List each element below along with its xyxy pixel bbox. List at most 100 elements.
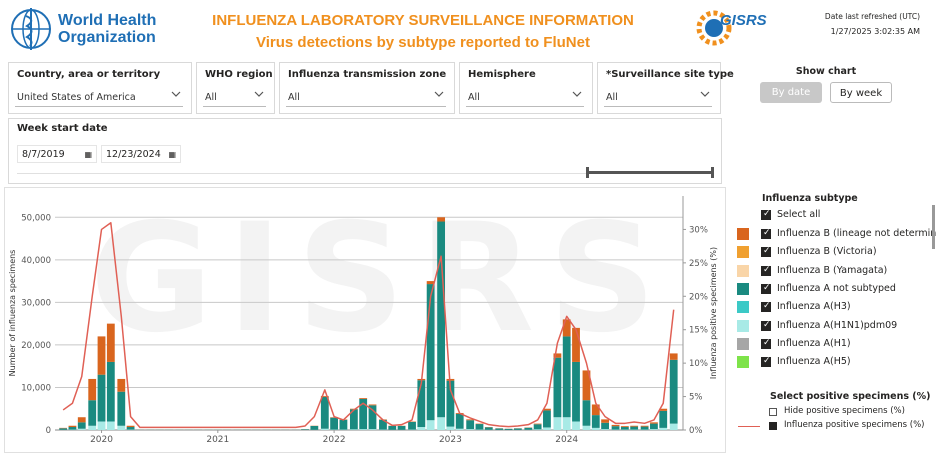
y2-tick-label: 5% <box>689 393 703 403</box>
checkbox[interactable] <box>769 422 777 430</box>
page-title: INFLUENZA LABORATORY SURVEILLANCE INFORM… <box>212 12 634 29</box>
checkbox[interactable] <box>761 320 771 331</box>
gisrs-gear <box>696 10 732 46</box>
bar-segment <box>562 319 571 337</box>
bar-segment <box>504 428 513 430</box>
x-tick-label: 2023 <box>439 435 462 445</box>
date-panel: Week start date 8/7/2019 ▦ 12/23/2024 ▦ <box>8 118 722 184</box>
legend-swatch <box>737 337 749 350</box>
gisrs-logo: GISRS <box>720 12 767 29</box>
check-mark: ✓ <box>763 337 771 348</box>
slider-handle[interactable] <box>586 167 589 178</box>
bar-segment <box>650 423 658 430</box>
y-tick-label: 0 <box>46 426 51 436</box>
filter[interactable]: WHO region All <box>196 62 275 114</box>
checkbox[interactable] <box>769 408 777 416</box>
bar-segment <box>533 424 542 430</box>
y-tick-label: 10,000 <box>21 383 51 393</box>
start-date[interactable]: 8/7/2019 ▦ <box>17 145 97 163</box>
bar-segment <box>359 429 368 430</box>
by-date-button[interactable]: By date <box>760 82 822 103</box>
bar-segment <box>417 427 426 430</box>
checkbox[interactable] <box>761 229 771 239</box>
bar-segment <box>97 336 106 375</box>
checkbox[interactable] <box>761 302 771 313</box>
bar-segment <box>572 361 580 422</box>
bar-segment <box>320 396 329 429</box>
bar-segment <box>659 410 668 428</box>
checkbox[interactable] <box>761 357 771 368</box>
bar-segment <box>572 327 580 362</box>
page-subtitle: Virus detections by subtype reported to … <box>256 34 590 51</box>
bar-segment <box>97 421 106 430</box>
refresh-label: Date last refreshed (UTC) <box>824 12 920 21</box>
check-mark: ✓ <box>763 282 771 293</box>
by-week-button[interactable]: By week <box>830 82 892 103</box>
checkbox[interactable] <box>761 338 771 349</box>
filter[interactable]: Influenza transmission zone All <box>279 62 455 114</box>
x-tick-label: 2020 <box>90 435 113 445</box>
checkbox[interactable] <box>761 247 771 258</box>
y-tick-label: 20,000 <box>21 341 51 351</box>
bar-segment <box>330 417 339 430</box>
bar-segment <box>437 417 446 430</box>
underline <box>286 106 446 107</box>
legend-entry: Influenza A(H3) <box>777 301 851 313</box>
filter[interactable]: *Surveillance site type All <box>597 62 734 114</box>
bar-segment <box>359 398 368 430</box>
bar-segment <box>466 429 475 430</box>
bar-segment <box>611 424 620 427</box>
y2-tick-label: 10% <box>689 359 708 369</box>
bar-segment <box>562 417 571 430</box>
bar-segment <box>339 419 348 430</box>
positive-title: Select positive specimens (%) <box>770 391 931 402</box>
bar-segment <box>640 425 649 427</box>
filter-label: *Surveillance site type <box>606 69 734 80</box>
bar-segment <box>466 420 475 430</box>
checkbox[interactable] <box>761 265 771 276</box>
bar-segment <box>349 409 358 430</box>
legend-entry: Influenza B (Victoria) <box>777 246 877 258</box>
bar-segment <box>533 423 542 425</box>
x-tick-label: 2022 <box>323 435 346 445</box>
bar-segment <box>582 400 591 426</box>
filter[interactable]: Country, area or territory United States… <box>8 62 192 114</box>
chevron <box>171 91 181 97</box>
slider-handle[interactable] <box>711 167 714 178</box>
check-mark: ✓ <box>763 264 771 275</box>
bar-segment <box>475 424 484 430</box>
bar-segment <box>310 425 319 430</box>
filter-label: Country, area or territory <box>17 69 161 80</box>
filter-label: Hemisphere <box>468 69 536 80</box>
underline <box>604 106 712 107</box>
bar-segment <box>650 422 658 424</box>
bar-segment <box>513 428 522 430</box>
bar-segment <box>301 429 309 430</box>
checkbox[interactable] <box>761 283 771 294</box>
bar-segment <box>495 428 504 430</box>
bar-segment <box>553 353 562 358</box>
slider-range[interactable] <box>587 171 713 174</box>
legend-swatch <box>737 356 749 369</box>
checkbox[interactable] <box>761 210 771 220</box>
legend-swatch <box>737 319 749 332</box>
end-date[interactable]: 12/23/2024 ▦ <box>101 145 181 163</box>
check-mark: ✓ <box>763 209 771 219</box>
bar-segment <box>117 425 126 430</box>
bar-segment <box>466 419 475 421</box>
y2-axis-title: Influenza positive specimens (%) <box>709 247 718 379</box>
org-line: Organization <box>58 29 156 46</box>
filter[interactable]: Hemisphere All <box>459 62 593 114</box>
watermark: GISRS <box>90 192 671 366</box>
y-tick-label: 50,000 <box>21 213 51 223</box>
legend-swatch <box>737 246 749 259</box>
bar-segment <box>117 391 126 426</box>
bar-segment <box>417 380 426 428</box>
legend-entry: Influenza B (Yamagata) <box>777 264 888 276</box>
filter-value: All <box>288 92 300 103</box>
bar-segment <box>582 425 591 430</box>
bar-segment <box>669 423 678 430</box>
legend-entry: Influenza A(H1) <box>777 337 851 349</box>
bar-segment <box>582 370 591 401</box>
bar-segment <box>88 400 97 426</box>
